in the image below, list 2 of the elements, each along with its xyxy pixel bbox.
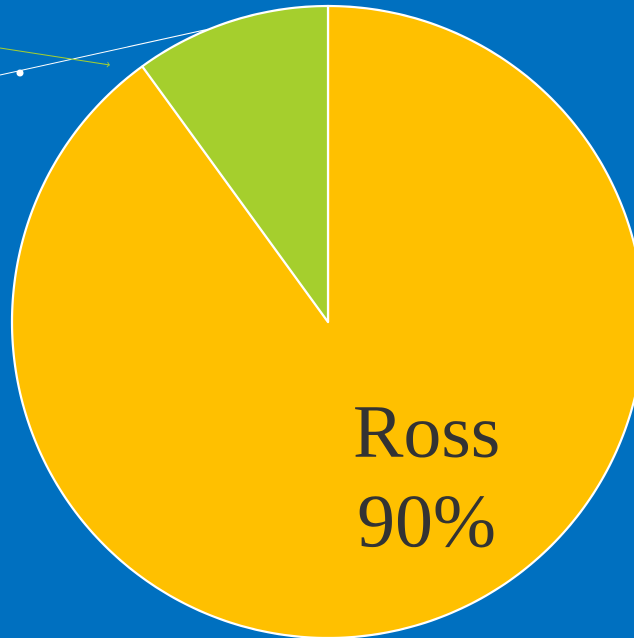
data-label: 90%	[360, 496, 494, 548]
slice-label: Ross	[355, 407, 498, 458]
